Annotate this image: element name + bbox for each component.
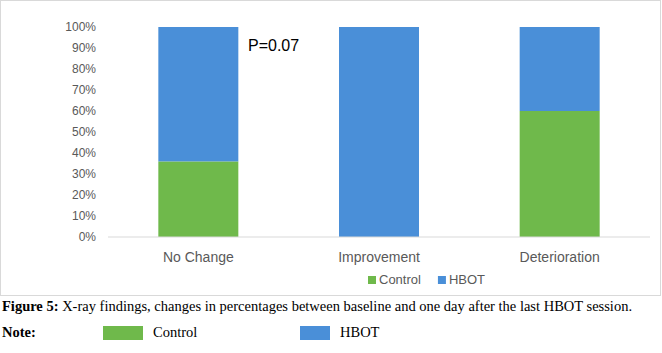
y-tick [104,69,108,70]
y-tick-label: 30% [72,167,96,181]
chart-root: 0% 10% 20% 30% 40% 50% 60% 70% 80% 90% 100% No Chan… [0,0,662,353]
caption-text: X-ray findings, changes in percentages b… [59,298,633,314]
y-tick-label: 70% [72,83,96,97]
y-tick [104,237,108,238]
y-tick [104,132,108,133]
y-tick [104,90,108,91]
chart-frame [1,1,661,296]
y-tick-label: 100% [65,20,96,34]
x-tick-label: No Change [163,249,234,265]
x-axis-line [108,237,650,238]
note-entry: Control [153,324,197,340]
y-tick-label: 40% [72,146,96,160]
y-tick [104,48,108,49]
note-swatch [300,326,330,340]
y-tick [104,153,108,154]
note-entry: HBOT [340,324,380,340]
x-tick-label: Deterioration [520,249,600,265]
legend-swatch [368,276,376,284]
legend-label: Control [379,272,421,287]
caption: Figure 5: X-ray findings, changes in per… [2,298,632,314]
bar-segment [520,27,600,111]
y-tick-label: 80% [72,62,96,76]
bar-segment [158,161,238,237]
y-tick-label: 0% [79,230,97,244]
bar-segment [158,27,238,161]
annotation: P=0.07 [248,37,299,54]
y-tick-label: 20% [72,188,96,202]
y-tick-label: 60% [72,104,96,118]
legend-label: HBOT [449,272,485,287]
caption-label: Figure 5: [2,298,59,314]
bar-segment [339,27,419,237]
y-tick-label: 10% [72,209,96,223]
note-label: Note: [2,324,36,340]
y-tick [104,111,108,112]
y-tick [104,216,108,217]
note-swatch [103,326,143,340]
y-range-top [108,27,650,28]
legend-swatch [438,276,446,284]
y-tick [104,174,108,175]
y-tick-label: 90% [72,41,96,55]
y-tick-label: 50% [72,125,96,139]
bars [158,27,599,237]
y-tick [104,27,108,28]
bar-segment [520,111,600,237]
x-tick-label: Improvement [338,249,420,265]
y-tick [104,195,108,196]
